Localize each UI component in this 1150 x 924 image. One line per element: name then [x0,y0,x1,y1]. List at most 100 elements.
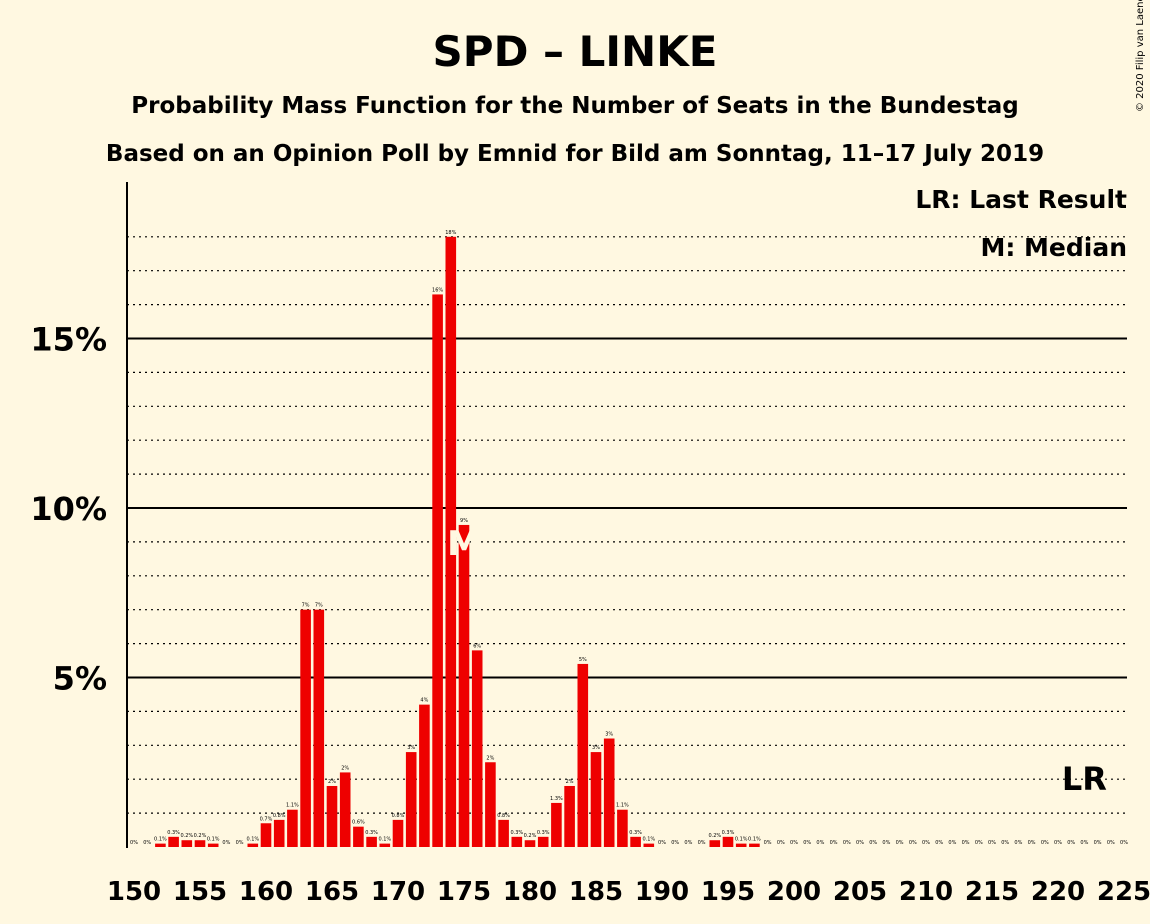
bar [287,809,298,847]
bar [379,843,391,847]
bar [313,609,325,847]
bar-value-label: 0.7% [260,816,273,822]
bar [471,650,483,847]
chart-title: SPD – LINKE [433,27,718,76]
x-tick-label: 210 [899,877,953,907]
bar-value-label: 0% [909,840,917,846]
bar [155,843,166,847]
bar-value-label: 0% [988,840,996,846]
bar-value-label: 0.1% [246,837,259,843]
x-tick-label: 220 [1031,877,1085,907]
x-tick-label: 185 [569,877,623,907]
bar-value-label: 0.1% [642,837,655,843]
bar-value-label: 5% [579,657,587,663]
bar [419,704,430,847]
bar [405,752,417,847]
y-tick-label: 5% [53,660,107,698]
bar [273,819,285,847]
bar-value-label: 0.3% [629,830,642,836]
bar-value-label: 0.2% [194,833,207,839]
bar [168,836,179,847]
bar [524,840,536,847]
bar [537,836,549,847]
bar-value-label: 0% [843,840,851,846]
bar-value-label: 0% [790,840,798,846]
legend-median: M: Median [980,233,1127,262]
bar-value-label: 0% [684,840,692,846]
bar-labels: 0% 0%0.1%0.3%0.2% 0.2%0.1%0% 0%0.1%0.7%0.8%… [130,230,1128,846]
bar [630,836,641,847]
legend-last-result: LR: Last Result [915,185,1127,214]
bar-value-label: 0.8% [392,813,405,819]
bar-value-label: 0% [764,840,772,846]
bar-value-label: 0.3% [510,830,523,836]
bar-value-label: 0.2% [708,833,721,839]
bar-value-label: 3% [592,745,600,751]
bar-value-label: 0.2% [180,833,193,839]
bar-value-label: 7% [302,603,310,609]
bar-value-label: 0% [222,840,230,846]
bar-value-label: 0.8% [497,813,510,819]
bar [590,752,602,847]
bar-value-label: 7% [315,603,323,609]
bar [749,843,760,847]
bar-value-label: 0% [1120,840,1128,846]
x-tick-label: 225 [1097,877,1150,907]
x-tick-label: 205 [833,877,887,907]
markers: M LR [447,524,1107,798]
bar-value-label: 6% [473,643,481,649]
x-tick-label: 170 [371,877,425,907]
bar-value-label: 0.1% [154,837,167,843]
x-tick-label: 180 [503,877,557,907]
y-axis-ticks: 5% 10% 15% [30,321,107,698]
bar-value-label: 0% [236,840,244,846]
bar [485,762,496,847]
bar-value-label: 0% [698,840,706,846]
bar-value-label: 0% [658,840,666,846]
bar-value-label: 0% [922,840,930,846]
y-tick-label: 10% [30,490,107,528]
bar-value-label: 0% [1107,840,1115,846]
bar-value-label: 0% [130,840,138,846]
bar-value-label: 3% [605,732,613,738]
bar [207,843,219,847]
bar-value-label: 9% [460,518,468,524]
bar [498,819,509,847]
bar-value-label: 0.3% [365,830,378,836]
bar [194,840,206,847]
bar [339,772,351,847]
bar [366,836,377,847]
bar-value-label: 0% [803,840,811,846]
x-axis-ticks: 150 155 160 165 170 175 180 185 190 195 200 205 210 2… [107,877,1150,907]
bar-value-label: 0% [962,840,970,846]
bar [300,609,311,847]
bar-value-label: 0% [777,840,785,846]
bar-value-label: 0.6% [352,820,365,826]
bar [735,843,747,847]
bar-value-label: 0% [1080,840,1088,846]
bar [577,663,589,847]
bar-value-label: 0% [975,840,983,846]
bar [181,840,193,847]
chart-source: Based on an Opinion Poll by Emnid for Bi… [106,141,1044,167]
bar [564,785,575,847]
bar-value-label: 0.3% [167,830,180,836]
bar [392,819,404,847]
bar [260,823,272,847]
last-result-marker: LR [1062,760,1107,798]
y-tick-label: 15% [30,321,107,359]
bar [326,785,338,847]
x-tick-label: 160 [239,877,293,907]
x-tick-label: 215 [965,877,1019,907]
bar-value-label: 0% [830,840,838,846]
bar-value-label: 0% [1014,840,1022,846]
bar [511,836,523,847]
bar-value-label: 0.1% [207,837,220,843]
chart-subtitle: Probability Mass Function for the Number… [131,93,1018,119]
bar-value-label: 0.3% [722,830,735,836]
bar [247,843,259,847]
bar-value-label: 18% [445,230,456,236]
bar-value-label: 0% [816,840,824,846]
